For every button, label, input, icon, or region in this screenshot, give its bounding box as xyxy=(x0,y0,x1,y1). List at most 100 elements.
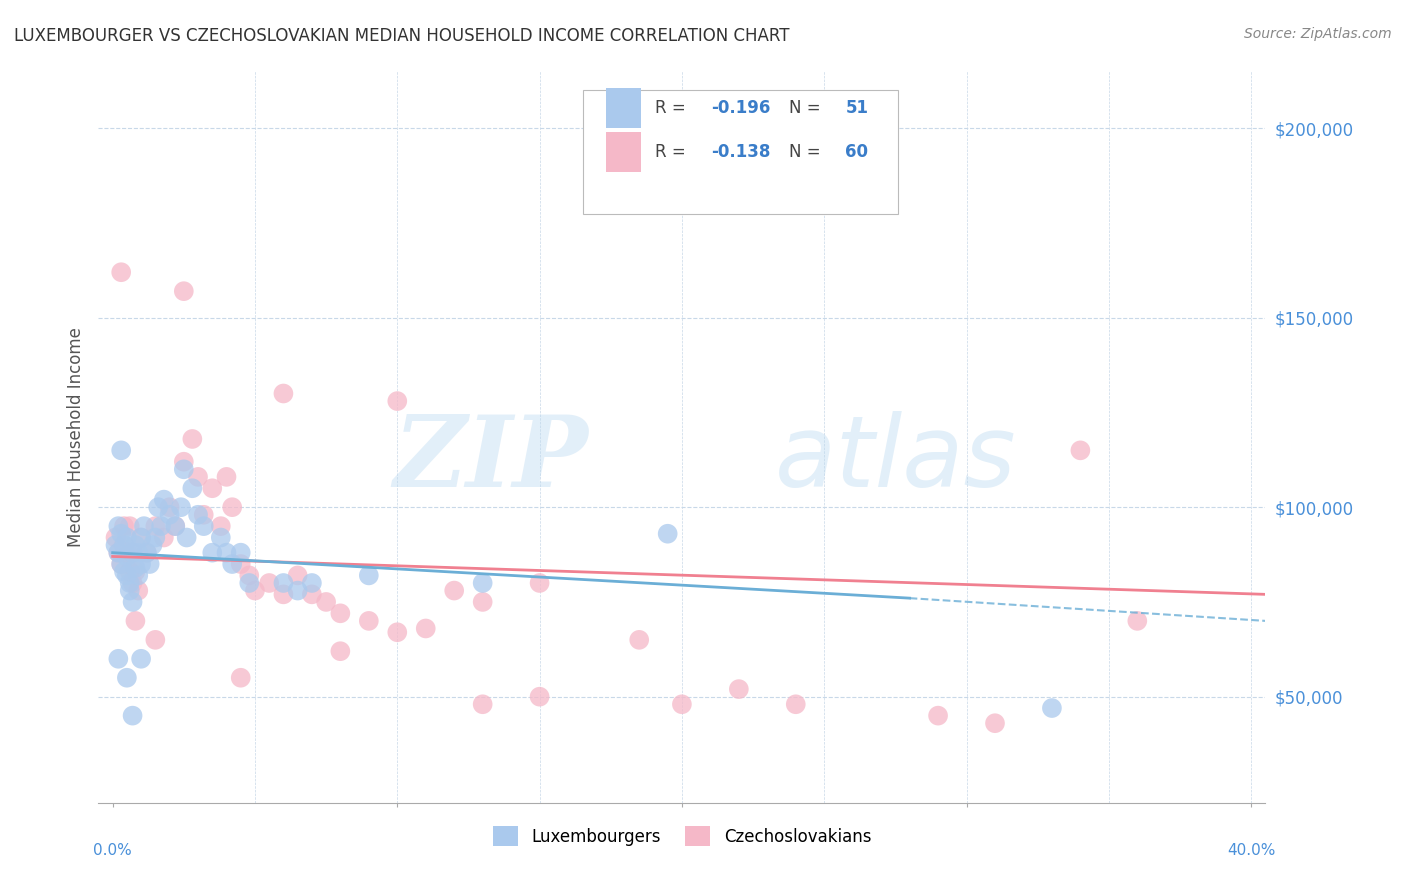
Point xyxy=(529,576,551,591)
Point xyxy=(153,531,176,545)
FancyBboxPatch shape xyxy=(582,90,898,214)
Y-axis label: Median Household Income: Median Household Income xyxy=(66,327,84,547)
Point xyxy=(121,576,143,591)
Text: 51: 51 xyxy=(845,99,869,117)
Point xyxy=(187,470,209,484)
Point xyxy=(143,531,166,545)
Point xyxy=(107,546,129,560)
Point xyxy=(118,519,141,533)
Point xyxy=(138,557,160,571)
Point xyxy=(221,557,243,571)
Point xyxy=(173,455,195,469)
Point xyxy=(129,557,152,571)
Point xyxy=(153,492,176,507)
Point xyxy=(471,698,494,712)
Point xyxy=(1069,443,1091,458)
Text: 0.0%: 0.0% xyxy=(93,843,132,858)
Point xyxy=(329,644,352,658)
Point xyxy=(443,583,465,598)
Point xyxy=(124,538,146,552)
Point xyxy=(124,614,146,628)
Point xyxy=(121,546,143,560)
Point xyxy=(215,546,238,560)
Point xyxy=(329,607,352,621)
Point xyxy=(170,500,193,515)
Point xyxy=(135,546,157,560)
Point xyxy=(115,531,138,545)
Point xyxy=(129,652,152,666)
Point xyxy=(115,568,138,582)
Point xyxy=(127,568,149,582)
Point xyxy=(135,546,157,560)
Point xyxy=(107,546,129,560)
Point xyxy=(238,576,260,591)
Point xyxy=(118,583,141,598)
Point xyxy=(107,652,129,666)
Text: -0.138: -0.138 xyxy=(711,144,770,161)
Point xyxy=(1040,701,1063,715)
Point xyxy=(115,546,138,560)
Point xyxy=(301,576,323,591)
Point xyxy=(221,500,243,515)
Point xyxy=(104,538,127,552)
Point xyxy=(110,557,132,571)
Point xyxy=(104,531,127,545)
Point xyxy=(193,508,215,522)
Point xyxy=(124,565,146,579)
Point xyxy=(671,698,693,712)
Point xyxy=(529,690,551,704)
Point xyxy=(785,698,807,712)
Point xyxy=(176,531,198,545)
Point xyxy=(387,394,409,409)
Point xyxy=(112,538,135,552)
Point xyxy=(209,519,232,533)
Point xyxy=(243,583,266,598)
Point xyxy=(150,519,173,533)
Text: LUXEMBOURGER VS CZECHOSLOVAKIAN MEDIAN HOUSEHOLD INCOME CORRELATION CHART: LUXEMBOURGER VS CZECHOSLOVAKIAN MEDIAN H… xyxy=(14,27,790,45)
Point xyxy=(201,481,224,495)
Point xyxy=(628,632,651,647)
Point xyxy=(121,595,143,609)
Point xyxy=(471,595,494,609)
Point xyxy=(110,443,132,458)
Point xyxy=(173,284,195,298)
Point xyxy=(148,500,170,515)
Point xyxy=(229,557,252,571)
Point xyxy=(159,500,181,515)
Point xyxy=(471,576,494,591)
Point xyxy=(121,546,143,560)
Point xyxy=(315,595,337,609)
Text: atlas: atlas xyxy=(775,410,1017,508)
Text: N =: N = xyxy=(789,99,827,117)
Point xyxy=(165,519,187,533)
Text: R =: R = xyxy=(655,144,692,161)
Point xyxy=(415,622,437,636)
Point xyxy=(141,538,163,552)
Point xyxy=(107,519,129,533)
Point xyxy=(927,708,949,723)
Point xyxy=(357,568,380,582)
Point xyxy=(112,565,135,579)
Point xyxy=(143,632,166,647)
Point xyxy=(357,614,380,628)
Point xyxy=(129,531,152,545)
Point xyxy=(187,508,209,522)
Point xyxy=(181,432,204,446)
Point xyxy=(181,481,204,495)
Point xyxy=(1126,614,1149,628)
Text: R =: R = xyxy=(655,99,692,117)
Text: 60: 60 xyxy=(845,144,869,161)
Point xyxy=(127,583,149,598)
Point xyxy=(118,576,141,591)
Point xyxy=(215,470,238,484)
Point xyxy=(657,526,679,541)
Point xyxy=(287,583,309,598)
Point xyxy=(193,519,215,533)
Point xyxy=(112,538,135,552)
Point xyxy=(273,576,295,591)
Point xyxy=(143,519,166,533)
Legend: Luxembourgers, Czechoslovakians: Luxembourgers, Czechoslovakians xyxy=(486,820,877,853)
FancyBboxPatch shape xyxy=(606,132,641,172)
Point xyxy=(984,716,1007,731)
Point xyxy=(387,625,409,640)
